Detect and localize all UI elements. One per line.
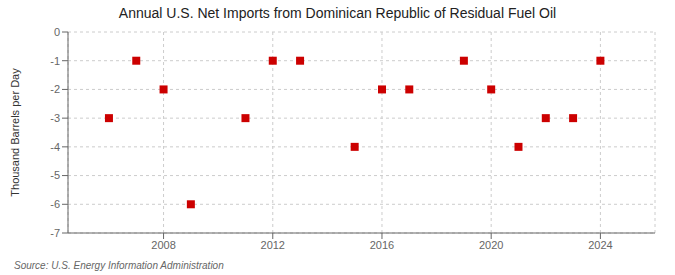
svg-text:2016: 2016 <box>370 239 394 251</box>
svg-text:-6: -6 <box>50 198 60 210</box>
svg-text:-3: -3 <box>50 112 60 124</box>
svg-text:Thousand Barrels per Day: Thousand Barrels per Day <box>9 68 21 197</box>
svg-text:2024: 2024 <box>588 239 612 251</box>
svg-text:-1: -1 <box>50 55 60 67</box>
svg-text:2008: 2008 <box>151 239 175 251</box>
svg-text:2012: 2012 <box>261 239 285 251</box>
svg-text:-7: -7 <box>50 227 60 239</box>
html-text:Annual U.S. Net Imports from D: Annual U.S. Net Imports from Dominican R… <box>118 5 557 21</box>
svg-text:2020: 2020 <box>479 239 503 251</box>
svg-text:-5: -5 <box>50 169 60 181</box>
svg-text:0: 0 <box>54 26 60 38</box>
svg-text:-4: -4 <box>50 141 60 153</box>
svg-text:-2: -2 <box>50 83 60 95</box>
html-text:Source: U.S. Energy Informatio: Source: U.S. Energy Information Administ… <box>14 260 224 271</box>
